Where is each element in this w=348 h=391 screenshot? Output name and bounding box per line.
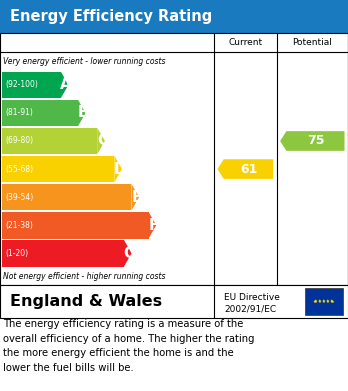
Text: EU Directive: EU Directive (224, 293, 280, 302)
Text: (21-38): (21-38) (5, 221, 33, 230)
Bar (304, 288, 343, 316)
Polygon shape (280, 131, 345, 151)
Text: ★: ★ (317, 300, 321, 304)
Polygon shape (114, 156, 122, 182)
Text: ★: ★ (326, 300, 330, 304)
Text: The energy efficiency rating is a measure of the
overall efficiency of a home. T: The energy efficiency rating is a measur… (3, 319, 255, 373)
Text: G: G (123, 246, 136, 261)
Text: ★: ★ (329, 299, 333, 303)
Polygon shape (97, 128, 105, 154)
Text: C: C (97, 133, 108, 149)
Text: (39-54): (39-54) (5, 193, 33, 202)
Polygon shape (61, 72, 69, 98)
Polygon shape (149, 212, 156, 239)
Bar (2, 128, 97, 154)
Text: B: B (78, 106, 89, 120)
Text: (55-68): (55-68) (5, 165, 33, 174)
Text: Very energy efficient - lower running costs: Very energy efficient - lower running co… (3, 57, 166, 66)
Text: ★: ★ (322, 300, 325, 304)
Bar (2, 156, 114, 182)
Text: (69-80): (69-80) (5, 136, 33, 145)
Text: ★: ★ (326, 299, 330, 303)
Polygon shape (132, 184, 139, 210)
Text: (92-100): (92-100) (5, 80, 38, 89)
Text: ★: ★ (314, 300, 318, 304)
Text: E: E (132, 190, 142, 204)
Text: D: D (113, 161, 126, 177)
Text: Current: Current (228, 38, 262, 47)
Bar (2, 240, 124, 267)
Text: England & Wales: England & Wales (10, 294, 163, 309)
Text: ★: ★ (314, 299, 318, 303)
Bar (2, 100, 78, 126)
Text: 61: 61 (240, 163, 257, 176)
Text: 75: 75 (307, 135, 324, 147)
Text: ★: ★ (329, 300, 333, 304)
Polygon shape (218, 159, 273, 179)
Text: ★: ★ (317, 299, 321, 303)
Text: ★: ★ (322, 299, 325, 303)
Text: Potential: Potential (292, 38, 332, 47)
Text: 2002/91/EC: 2002/91/EC (224, 304, 277, 313)
Polygon shape (78, 100, 86, 126)
Text: F: F (149, 218, 159, 233)
Text: (1-20): (1-20) (5, 249, 28, 258)
Bar (2, 212, 149, 239)
Text: ★: ★ (313, 300, 317, 303)
Bar (2, 72, 61, 98)
Bar (2, 184, 132, 210)
Text: ★: ★ (331, 300, 334, 303)
Text: Energy Efficiency Rating: Energy Efficiency Rating (10, 9, 213, 24)
Text: A: A (60, 77, 72, 92)
Text: (81-91): (81-91) (5, 108, 33, 117)
Polygon shape (124, 240, 132, 267)
Text: Not energy efficient - higher running costs: Not energy efficient - higher running co… (3, 272, 166, 281)
